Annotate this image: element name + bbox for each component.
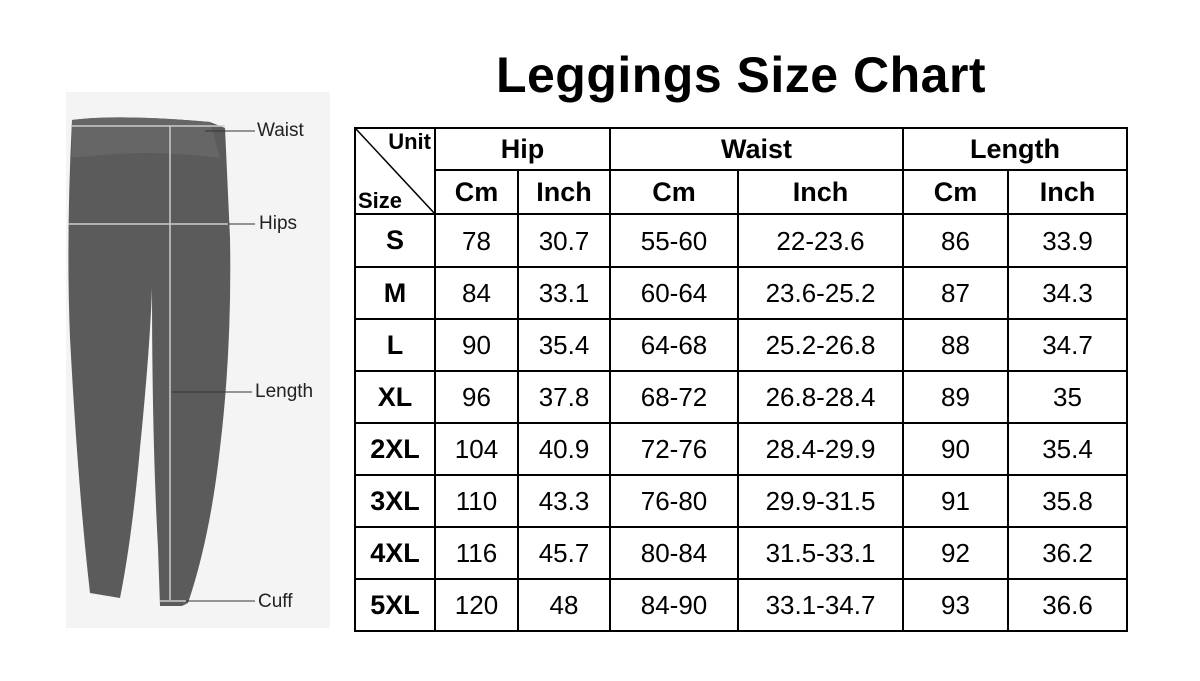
- value-cell: 116: [434, 526, 519, 580]
- value-cell: 23.6-25.2: [737, 266, 904, 320]
- value-cell: 48: [517, 578, 611, 632]
- value-cell: 91: [902, 474, 1009, 528]
- value-cell: 96: [434, 370, 519, 424]
- value-cell: 35.4: [1007, 422, 1128, 476]
- table-row: 3XL 110 43.3 76-80 29.9-31.5 91 35.8: [354, 474, 1128, 528]
- size-cell: 5XL: [354, 578, 436, 632]
- value-cell: 90: [902, 422, 1009, 476]
- value-cell: 26.8-28.4: [737, 370, 904, 424]
- value-cell: 87: [902, 266, 1009, 320]
- size-cell: L: [354, 318, 436, 372]
- value-cell: 86: [902, 213, 1009, 268]
- value-cell: 84: [434, 266, 519, 320]
- size-cell: 3XL: [354, 474, 436, 528]
- value-cell: 68-72: [609, 370, 739, 424]
- size-label: Size: [358, 188, 403, 213]
- length-label: Length: [255, 381, 314, 402]
- value-cell: 45.7: [517, 526, 611, 580]
- value-cell: 104: [434, 422, 519, 476]
- size-cell: 4XL: [354, 526, 436, 580]
- value-cell: 88: [902, 318, 1009, 372]
- corner-cell: Unit Size: [354, 127, 436, 215]
- value-cell: 36.6: [1007, 578, 1128, 632]
- value-cell: 93: [902, 578, 1009, 632]
- table-row: 2XL 104 40.9 72-76 28.4-29.9 90 35.4: [354, 422, 1128, 476]
- size-table: Unit Size Hip Waist Length Cm Inch Cm In…: [354, 127, 1128, 632]
- table-row: S 78 30.7 55-60 22-23.6 86 33.9: [354, 213, 1128, 268]
- value-cell: 84-90: [609, 578, 739, 632]
- size-cell: M: [354, 266, 436, 320]
- value-cell: 43.3: [517, 474, 611, 528]
- value-cell: 40.9: [517, 422, 611, 476]
- cuff-label: Cuff: [258, 591, 293, 612]
- hips-label: Hips: [259, 213, 298, 234]
- value-cell: 64-68: [609, 318, 739, 372]
- value-cell: 76-80: [609, 474, 739, 528]
- unit-header: Cm: [609, 169, 739, 215]
- value-cell: 35: [1007, 370, 1128, 424]
- size-cell: 2XL: [354, 422, 436, 476]
- value-cell: 60-64: [609, 266, 739, 320]
- value-cell: 72-76: [609, 422, 739, 476]
- leggings-illustration: [66, 92, 330, 628]
- group-header-length: Length: [902, 127, 1128, 171]
- value-cell: 34.3: [1007, 266, 1128, 320]
- value-cell: 33.9: [1007, 213, 1128, 268]
- value-cell: 33.1: [517, 266, 611, 320]
- value-cell: 120: [434, 578, 519, 632]
- size-cell: S: [354, 213, 436, 268]
- unit-header: Inch: [737, 169, 904, 215]
- leggings-diagram: Waist Hips Length Cuff: [60, 88, 340, 633]
- unit-label: Unit: [388, 129, 431, 154]
- value-cell: 25.2-26.8: [737, 318, 904, 372]
- value-cell: 22-23.6: [737, 213, 904, 268]
- value-cell: 55-60: [609, 213, 739, 268]
- value-cell: 29.9-31.5: [737, 474, 904, 528]
- waist-label: Waist: [257, 120, 304, 141]
- table-row: L 90 35.4 64-68 25.2-26.8 88 34.7: [354, 318, 1128, 372]
- unit-row: Cm Inch Cm Inch Cm Inch: [355, 169, 1128, 215]
- value-cell: 36.2: [1007, 526, 1128, 580]
- value-cell: 35.4: [517, 318, 611, 372]
- diagonal-divider: [356, 129, 436, 215]
- value-cell: 34.7: [1007, 318, 1128, 372]
- value-cell: 35.8: [1007, 474, 1128, 528]
- value-cell: 90: [434, 318, 519, 372]
- value-cell: 110: [434, 474, 519, 528]
- table-row: 5XL 120 48 84-90 33.1-34.7 93 36.6: [354, 578, 1128, 632]
- value-cell: 31.5-33.1: [737, 526, 904, 580]
- unit-header: Cm: [434, 169, 519, 215]
- unit-header: Inch: [1007, 169, 1128, 215]
- group-header-waist: Waist: [609, 127, 904, 171]
- value-cell: 78: [434, 213, 519, 268]
- page-title: Leggings Size Chart: [495, 47, 987, 103]
- value-cell: 92: [902, 526, 1009, 580]
- group-header-hip: Hip: [434, 127, 611, 171]
- table-row: M 84 33.1 60-64 23.6-25.2 87 34.3: [354, 266, 1128, 320]
- value-cell: 89: [902, 370, 1009, 424]
- value-cell: 33.1-34.7: [737, 578, 904, 632]
- value-cell: 30.7: [517, 213, 611, 268]
- unit-header: Inch: [517, 169, 611, 215]
- value-cell: 80-84: [609, 526, 739, 580]
- value-cell: 37.8: [517, 370, 611, 424]
- value-cell: 28.4-29.9: [737, 422, 904, 476]
- size-cell: XL: [354, 370, 436, 424]
- table-row: 4XL 116 45.7 80-84 31.5-33.1 92 36.2: [354, 526, 1128, 580]
- table-row: XL 96 37.8 68-72 26.8-28.4 89 35: [354, 370, 1128, 424]
- unit-header: Cm: [902, 169, 1009, 215]
